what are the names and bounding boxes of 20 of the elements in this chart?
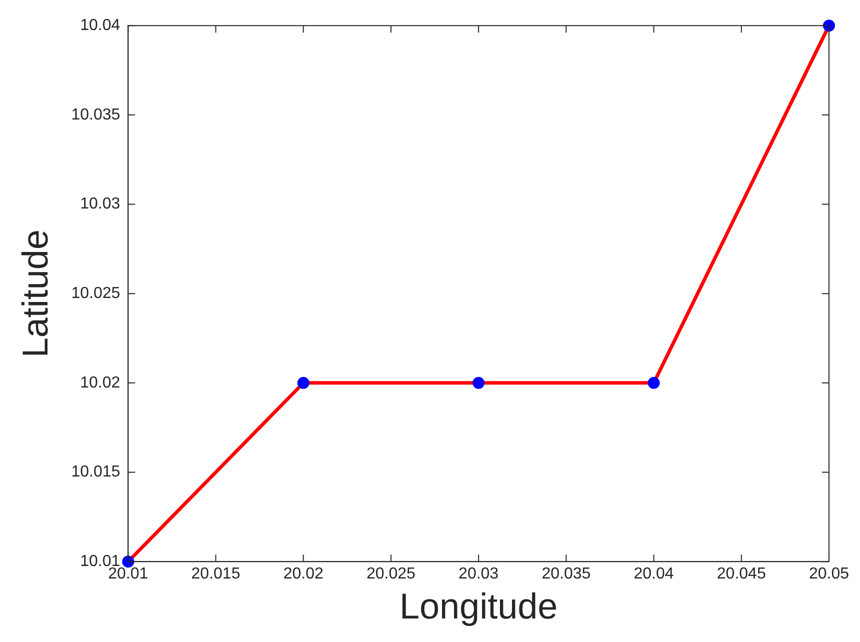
x-axis-title: Longitude bbox=[399, 585, 558, 626]
x-tick-label: 20.025 bbox=[366, 566, 416, 583]
y-tick-label: 10.02 bbox=[80, 374, 120, 392]
y-tick-label: 10.025 bbox=[71, 285, 120, 302]
x-tick-label: 20.035 bbox=[542, 566, 591, 583]
point bbox=[297, 376, 310, 389]
x-tick-label: 20.045 bbox=[716, 566, 766, 583]
point bbox=[822, 20, 835, 32]
point bbox=[648, 376, 660, 389]
x-tick-label: 20.04 bbox=[634, 566, 674, 583]
point bbox=[472, 376, 485, 389]
y-tick-label: 10.035 bbox=[71, 106, 120, 124]
y-axis-title: Latitude bbox=[14, 230, 56, 358]
x-tick-label: 20.05 bbox=[808, 566, 850, 583]
y-tick-label: 10.015 bbox=[71, 464, 120, 481]
y-tick-label: 10.04 bbox=[80, 17, 120, 34]
y-tick-label: 10.03 bbox=[80, 196, 120, 213]
x-tick-label: 20.015 bbox=[191, 566, 240, 583]
x-tick-label: 20.02 bbox=[283, 566, 324, 583]
x-tick-label: 20.03 bbox=[458, 566, 499, 583]
